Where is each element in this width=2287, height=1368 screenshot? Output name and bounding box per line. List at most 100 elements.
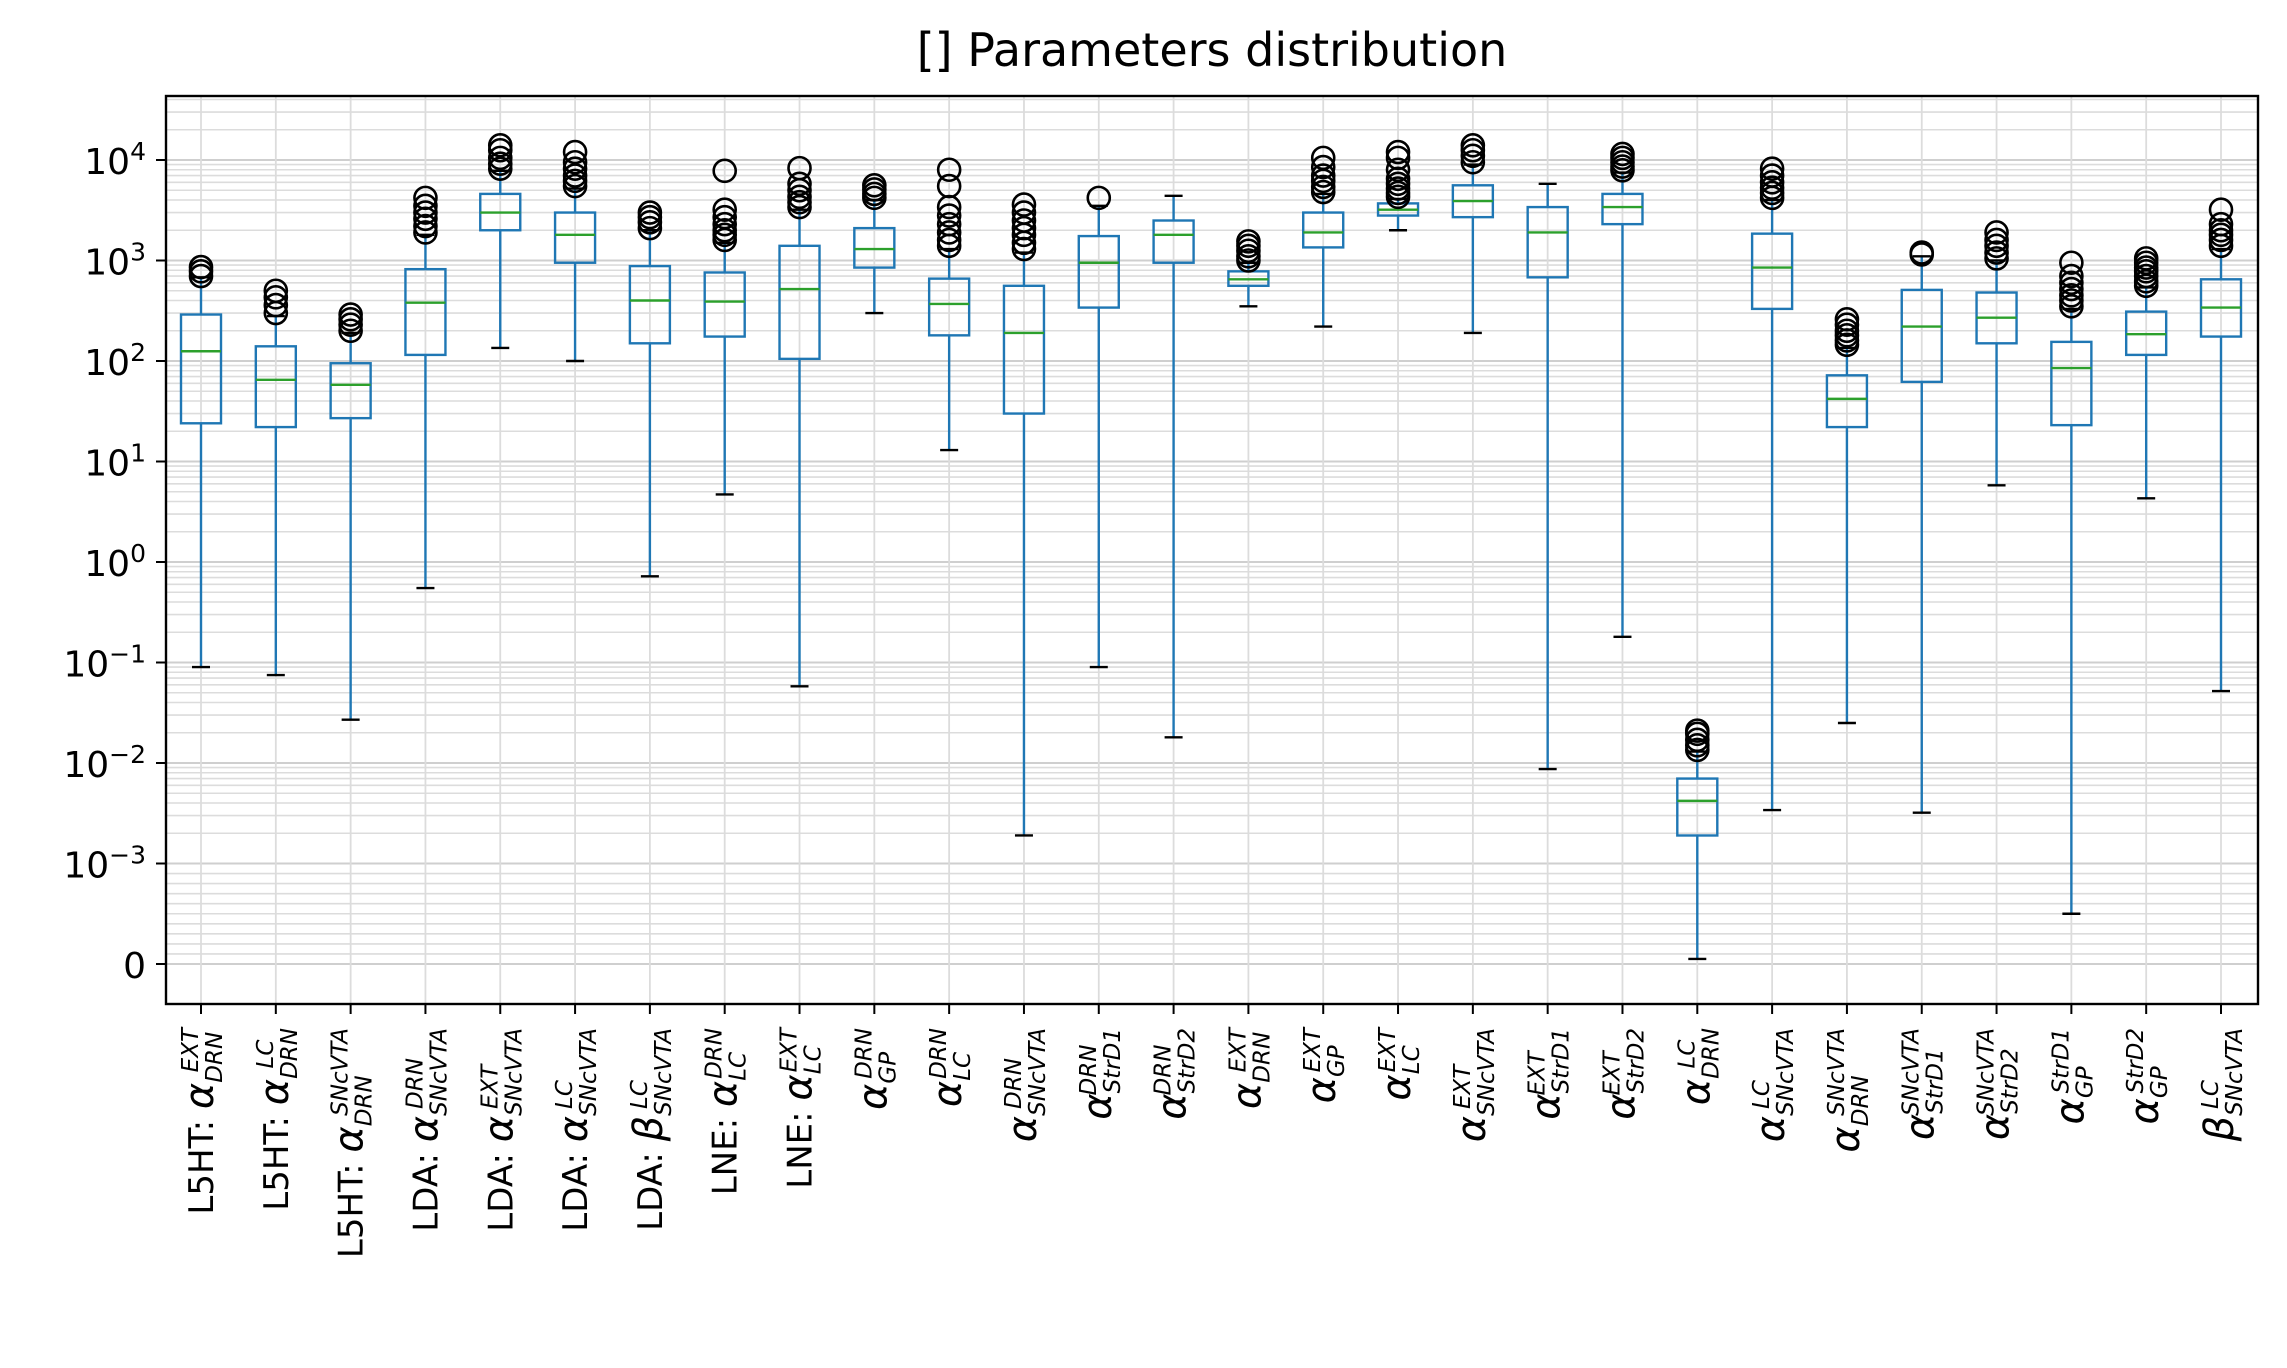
box-iqr bbox=[927, 277, 971, 337]
flier-point bbox=[2059, 270, 2084, 296]
box-13 bbox=[1152, 194, 1195, 739]
box-iqr bbox=[254, 345, 298, 429]
flier-point bbox=[936, 157, 962, 183]
box-2 bbox=[329, 302, 372, 721]
flier-point bbox=[188, 254, 214, 280]
flier-point bbox=[637, 200, 663, 225]
flier-point bbox=[1460, 143, 1486, 169]
flier-point bbox=[487, 145, 513, 171]
box-11 bbox=[1002, 192, 1046, 837]
flier-point bbox=[413, 193, 438, 219]
flier-point bbox=[1460, 133, 1486, 158]
box-3 bbox=[404, 185, 447, 590]
flier-point bbox=[1684, 718, 1710, 743]
box-iqr bbox=[628, 264, 672, 345]
flier-point bbox=[562, 163, 588, 188]
flier-point bbox=[2059, 294, 2084, 319]
flier-point bbox=[2208, 197, 2234, 223]
flier-point bbox=[413, 220, 438, 245]
box-14 bbox=[1227, 229, 1270, 308]
x-tick-label: LNE: αLCEXT bbox=[776, 1026, 827, 1189]
flier-point bbox=[338, 318, 363, 344]
box-iqr bbox=[1676, 777, 1719, 837]
box-19 bbox=[1601, 141, 1644, 639]
flier-point bbox=[1011, 208, 1037, 233]
flier-point bbox=[487, 133, 513, 158]
flier-point bbox=[413, 185, 438, 211]
flier-point bbox=[1310, 174, 1336, 200]
flier-point bbox=[263, 285, 289, 310]
flier-point bbox=[712, 158, 738, 184]
flier-point bbox=[1310, 154, 1336, 180]
flier-point bbox=[712, 217, 738, 243]
flier-point bbox=[1385, 157, 1411, 183]
box-21 bbox=[1750, 156, 1794, 812]
flier-point bbox=[1834, 318, 1860, 344]
flier-point bbox=[2133, 246, 2159, 271]
y-tick-label: 10−2 bbox=[63, 740, 146, 787]
flier-point bbox=[1310, 145, 1336, 171]
flier-point bbox=[936, 203, 962, 228]
box-8 bbox=[778, 155, 821, 688]
x-tick-label: αDRNEXT bbox=[1224, 1026, 1275, 1109]
x-tick-label: βSNcVTALC bbox=[2197, 1028, 2248, 1142]
flier-point bbox=[263, 278, 289, 304]
box-iqr bbox=[1002, 284, 1046, 415]
box-iqr bbox=[1302, 211, 1345, 249]
x-tick-label: αSNcVTAEXT bbox=[1449, 1028, 1500, 1142]
box-iqr bbox=[2050, 340, 2093, 427]
flier-point bbox=[1909, 240, 1935, 265]
box-17 bbox=[1451, 133, 1495, 335]
x-tick-label: αStrD1EXT bbox=[1524, 1028, 1575, 1120]
x-tick-label: αDRNLC bbox=[1673, 1028, 1724, 1105]
y-tick-label: 0 bbox=[123, 946, 146, 987]
flier-point bbox=[1984, 220, 2009, 245]
box-iqr bbox=[703, 271, 746, 338]
box-1 bbox=[254, 278, 298, 677]
flier-point bbox=[1759, 169, 1785, 195]
box-iqr bbox=[329, 362, 372, 420]
flier-point bbox=[1011, 200, 1037, 225]
flier-point bbox=[637, 215, 663, 241]
box-10 bbox=[927, 157, 971, 452]
x-tick-label: LDA: αSNcVTAEXT bbox=[476, 1028, 527, 1232]
flier-point bbox=[562, 139, 588, 165]
box-5 bbox=[553, 139, 597, 363]
box-26 bbox=[2124, 246, 2168, 500]
x-tick-label: L5HT: αDRNSNcVTA bbox=[327, 1028, 378, 1258]
flier-point bbox=[2059, 263, 2084, 289]
flier-point bbox=[2059, 250, 2084, 276]
flier-point bbox=[1759, 156, 1785, 181]
flier-point bbox=[1385, 139, 1411, 165]
flier-point bbox=[1385, 145, 1411, 171]
flier-point bbox=[712, 211, 738, 237]
flier-point bbox=[487, 151, 513, 176]
x-tick-label: L5HT: αDRNLC bbox=[252, 1028, 303, 1211]
box-6 bbox=[628, 200, 672, 578]
x-tick-label: αSNcVTADRN bbox=[1000, 1028, 1051, 1142]
box-20 bbox=[1676, 718, 1719, 961]
flier-point bbox=[1834, 306, 1860, 332]
box-9 bbox=[853, 173, 896, 315]
flier-point bbox=[2059, 276, 2084, 302]
flier-point bbox=[2059, 283, 2084, 308]
flier-point bbox=[1236, 244, 1261, 269]
box-18 bbox=[1526, 182, 1569, 771]
flier-point bbox=[2208, 211, 2234, 237]
box-iqr bbox=[1152, 219, 1195, 264]
flier-point bbox=[338, 302, 363, 327]
flier-point bbox=[263, 292, 289, 318]
flier-point bbox=[936, 220, 962, 245]
box-iqr bbox=[1750, 232, 1794, 311]
x-tick-label: αGPDRN bbox=[850, 1028, 901, 1110]
flier-point bbox=[562, 156, 588, 181]
box-iqr bbox=[179, 313, 223, 425]
x-tick-label: αStrD2EXT bbox=[1598, 1028, 1649, 1120]
x-tick-label: αStrD2SNcVTA bbox=[1973, 1028, 2024, 1140]
x-tick-label: αDRNSNcVTA bbox=[1823, 1028, 1874, 1153]
flier-point bbox=[712, 204, 738, 230]
flier-point bbox=[1086, 185, 1112, 211]
box-7 bbox=[703, 158, 746, 496]
